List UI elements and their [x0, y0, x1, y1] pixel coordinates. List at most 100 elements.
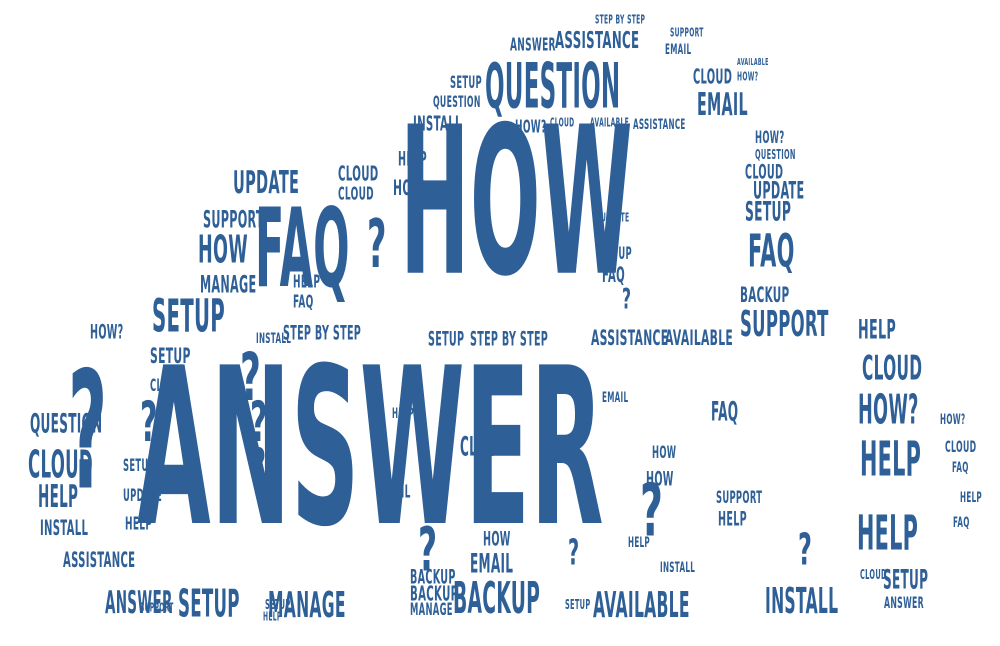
word-cloud-term: HOW?: [594, 228, 616, 242]
word-cloud-term: HOW?: [90, 320, 124, 344]
word-cloud-term: SETUP: [883, 565, 929, 596]
word-cloud-term: INSTALL: [765, 580, 839, 623]
word-cloud-term: INSTALL: [660, 558, 696, 576]
word-cloud-term: HOW?: [515, 115, 547, 138]
word-cloud-term: AVAILABLE: [737, 56, 769, 68]
word-cloud-term: HOW?: [940, 410, 966, 428]
word-cloud-term: MANAGE: [268, 584, 346, 627]
word-cloud-term: CLOUD: [150, 376, 184, 396]
word-cloud-term: CLOUD: [460, 432, 508, 463]
word-cloud-term: ?: [622, 283, 632, 317]
word-cloud-term: FAQ: [711, 397, 739, 428]
word-cloud-term: AVAILABLE: [665, 325, 734, 351]
word-cloud-term: CLOUD: [693, 65, 733, 90]
word-cloud-term: ?: [240, 339, 262, 417]
word-cloud-term: ?: [640, 468, 664, 554]
word-cloud-term: STEP BY STEP: [595, 13, 646, 27]
word-cloud-term: EMAIL: [378, 480, 411, 503]
word-cloud-term: BACKUP: [410, 582, 459, 607]
word-cloud-term: ASSISTANCE: [63, 547, 136, 573]
word-cloud-term: CLOUD: [28, 441, 93, 487]
word-cloud-term: UPDATE: [233, 165, 300, 202]
word-cloud-term: BACKUP: [453, 574, 541, 624]
word-cloud-term: BACKUP: [410, 565, 456, 589]
word-cloud-term: ASSISTANCE: [633, 115, 686, 133]
word-cloud-term: INSTALL: [40, 515, 89, 541]
word-cloud-term: SETUP: [265, 596, 291, 613]
word-cloud-term: ASSISTANCE: [591, 325, 669, 351]
word-cloud-term: SETUP: [152, 289, 226, 343]
word-cloud-term: HELP: [125, 512, 153, 535]
word-cloud-term: SUPPORT: [670, 26, 704, 40]
word-cloud-term: ?: [418, 514, 438, 585]
word-cloud-term: EMAIL: [665, 40, 692, 58]
word-cloud-term: QUESTION: [485, 50, 621, 123]
word-cloud-term: SETUP: [123, 456, 155, 476]
word-cloud-term: HELP: [858, 315, 897, 346]
word-cloud-term: ?: [250, 390, 268, 455]
word-cloud-term: ?: [252, 439, 267, 491]
word-cloud-term: UPDATE: [753, 175, 805, 205]
word-cloud-term: HELP: [293, 270, 321, 293]
word-cloud-term: ?: [798, 524, 813, 576]
word-cloud-term: EMAIL: [470, 549, 514, 580]
word-cloud-term: EMAIL: [602, 388, 629, 406]
word-cloud-term: QUESTION: [30, 409, 103, 440]
word-cloud-term: EMAIL: [697, 87, 748, 124]
word-cloud-term: SETUP: [745, 197, 792, 228]
word-cloud-term: STEP BY STEP: [470, 327, 549, 351]
word-cloud-term: ?: [68, 336, 108, 527]
word-cloud-term: FAQ: [602, 262, 625, 288]
word-cloud-term: HOW: [652, 443, 677, 463]
word-cloud-term: AVAILABLE: [593, 584, 690, 627]
word-cloud-term: HELP: [398, 147, 427, 171]
word-cloud-term: AVAILABLE: [590, 116, 630, 130]
word-cloud-term: ANSWER: [510, 33, 556, 56]
word-cloud-term: QUESTION: [433, 93, 481, 112]
word-cloud-term: INSTALL: [413, 112, 462, 137]
word-cloud-term: HELP: [628, 533, 651, 551]
word-cloud-term: FAQ: [483, 486, 516, 526]
word-cloud-term: BACKUP: [740, 282, 790, 308]
word-cloud-term: CLOUD: [945, 438, 977, 457]
word-cloud-term: CLOUD: [860, 566, 887, 583]
word-cloud-term: SUPPORT: [740, 303, 829, 346]
word-cloud-term: INSTALL: [256, 329, 292, 347]
word-cloud-term: HOW?: [755, 128, 785, 148]
word-cloud-term: SETUP: [428, 327, 465, 351]
word-cloud-term: UPDATE: [601, 211, 630, 225]
word-cloud-term: FAQ: [293, 290, 314, 313]
word-cloud-term: HOW: [393, 175, 425, 201]
word-cloud-term: HOW?: [858, 386, 919, 435]
word-cloud-term: SUPPORT: [140, 601, 174, 615]
word-cloud-term: ANSWER: [884, 594, 924, 613]
word-cloud-term: HOW: [483, 527, 511, 551]
word-cloud-term: SUPPORT: [716, 488, 763, 508]
word-cloud-term: SETUP: [178, 580, 240, 626]
word-cloud-term: HELP: [860, 432, 922, 488]
word-cloud-term: HELP: [857, 506, 919, 562]
word-cloud-term: HOW: [646, 467, 674, 491]
word-cloud-term: MANAGE: [410, 600, 453, 620]
word-cloud-term: CLOUD: [745, 160, 784, 184]
word-cloud-term: SETUP: [600, 244, 632, 264]
word-cloud-term: ?: [140, 390, 158, 455]
word-cloud-term: ANSWER: [137, 322, 604, 576]
word-cloud-term: FAQ: [748, 224, 795, 278]
word-cloud-term: MANAGE: [200, 269, 257, 299]
word-cloud-term: SETUP: [565, 596, 591, 613]
word-cloud-term: FAQ: [952, 458, 969, 476]
word-cloud-term: HELP: [718, 507, 747, 531]
word-cloud-term: CLOUD: [338, 182, 374, 205]
word-cloud-term: SETUP: [150, 343, 191, 369]
word-cloud-term: HOW?: [737, 70, 759, 84]
word-cloud-term: STEP BY STEP: [283, 321, 362, 345]
word-cloud-term: ANSWER: [105, 585, 173, 622]
word-cloud-term: QUESTION: [755, 146, 796, 163]
word-cloud-term: FAQ: [953, 513, 970, 531]
word-cloud-term: HOW: [198, 226, 248, 272]
word-cloud-term: HOW: [400, 82, 633, 322]
word-cloud-term: SUPPORT: [203, 204, 264, 234]
word-cloud-term: SETUP: [450, 73, 482, 93]
